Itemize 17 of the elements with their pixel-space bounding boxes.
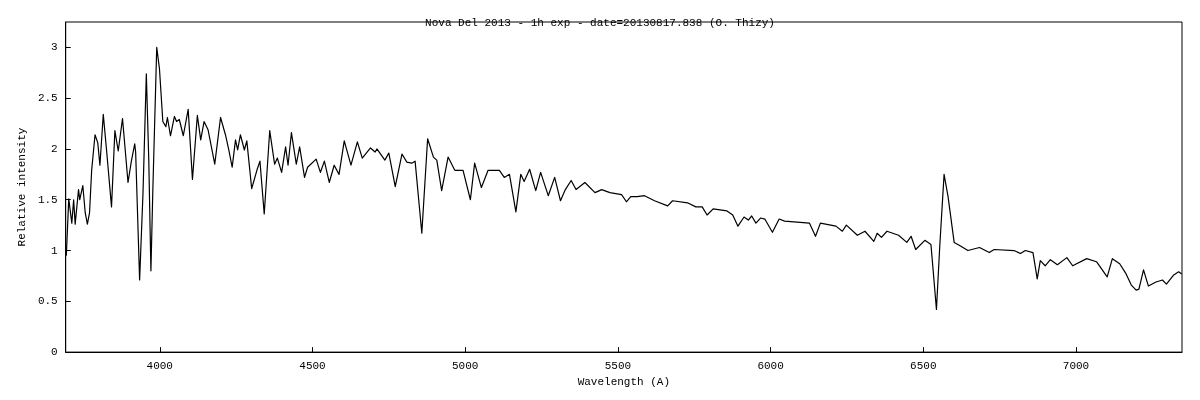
y-tick-label: 1 (51, 244, 59, 257)
y-tick-label: 2.5 (37, 92, 58, 105)
x-tick-label: 6500 (910, 359, 937, 372)
y-tick-label: 3 (51, 41, 58, 54)
x-tick-label: 4500 (299, 359, 326, 372)
x-tick-label: 5500 (604, 359, 632, 372)
x-tick-label: 7000 (1062, 359, 1090, 372)
x-tick-label: 5000 (451, 359, 479, 372)
x-axis-title: Wavelength (A) (577, 375, 671, 388)
y-axis-title: Relative intensity (15, 127, 28, 247)
y-tick-label: 1.5 (37, 193, 58, 206)
y-tick-label: 0 (51, 346, 58, 359)
y-tick-label: 0.5 (37, 295, 58, 308)
x-tick-label: 6000 (757, 359, 784, 372)
chart-title: Nova Del 2013 - 1h exp - date=20130817.838 (O. Thizy) (425, 16, 775, 29)
y-tick-label: 2 (51, 142, 58, 155)
x-tick-label: 4000 (146, 359, 173, 372)
